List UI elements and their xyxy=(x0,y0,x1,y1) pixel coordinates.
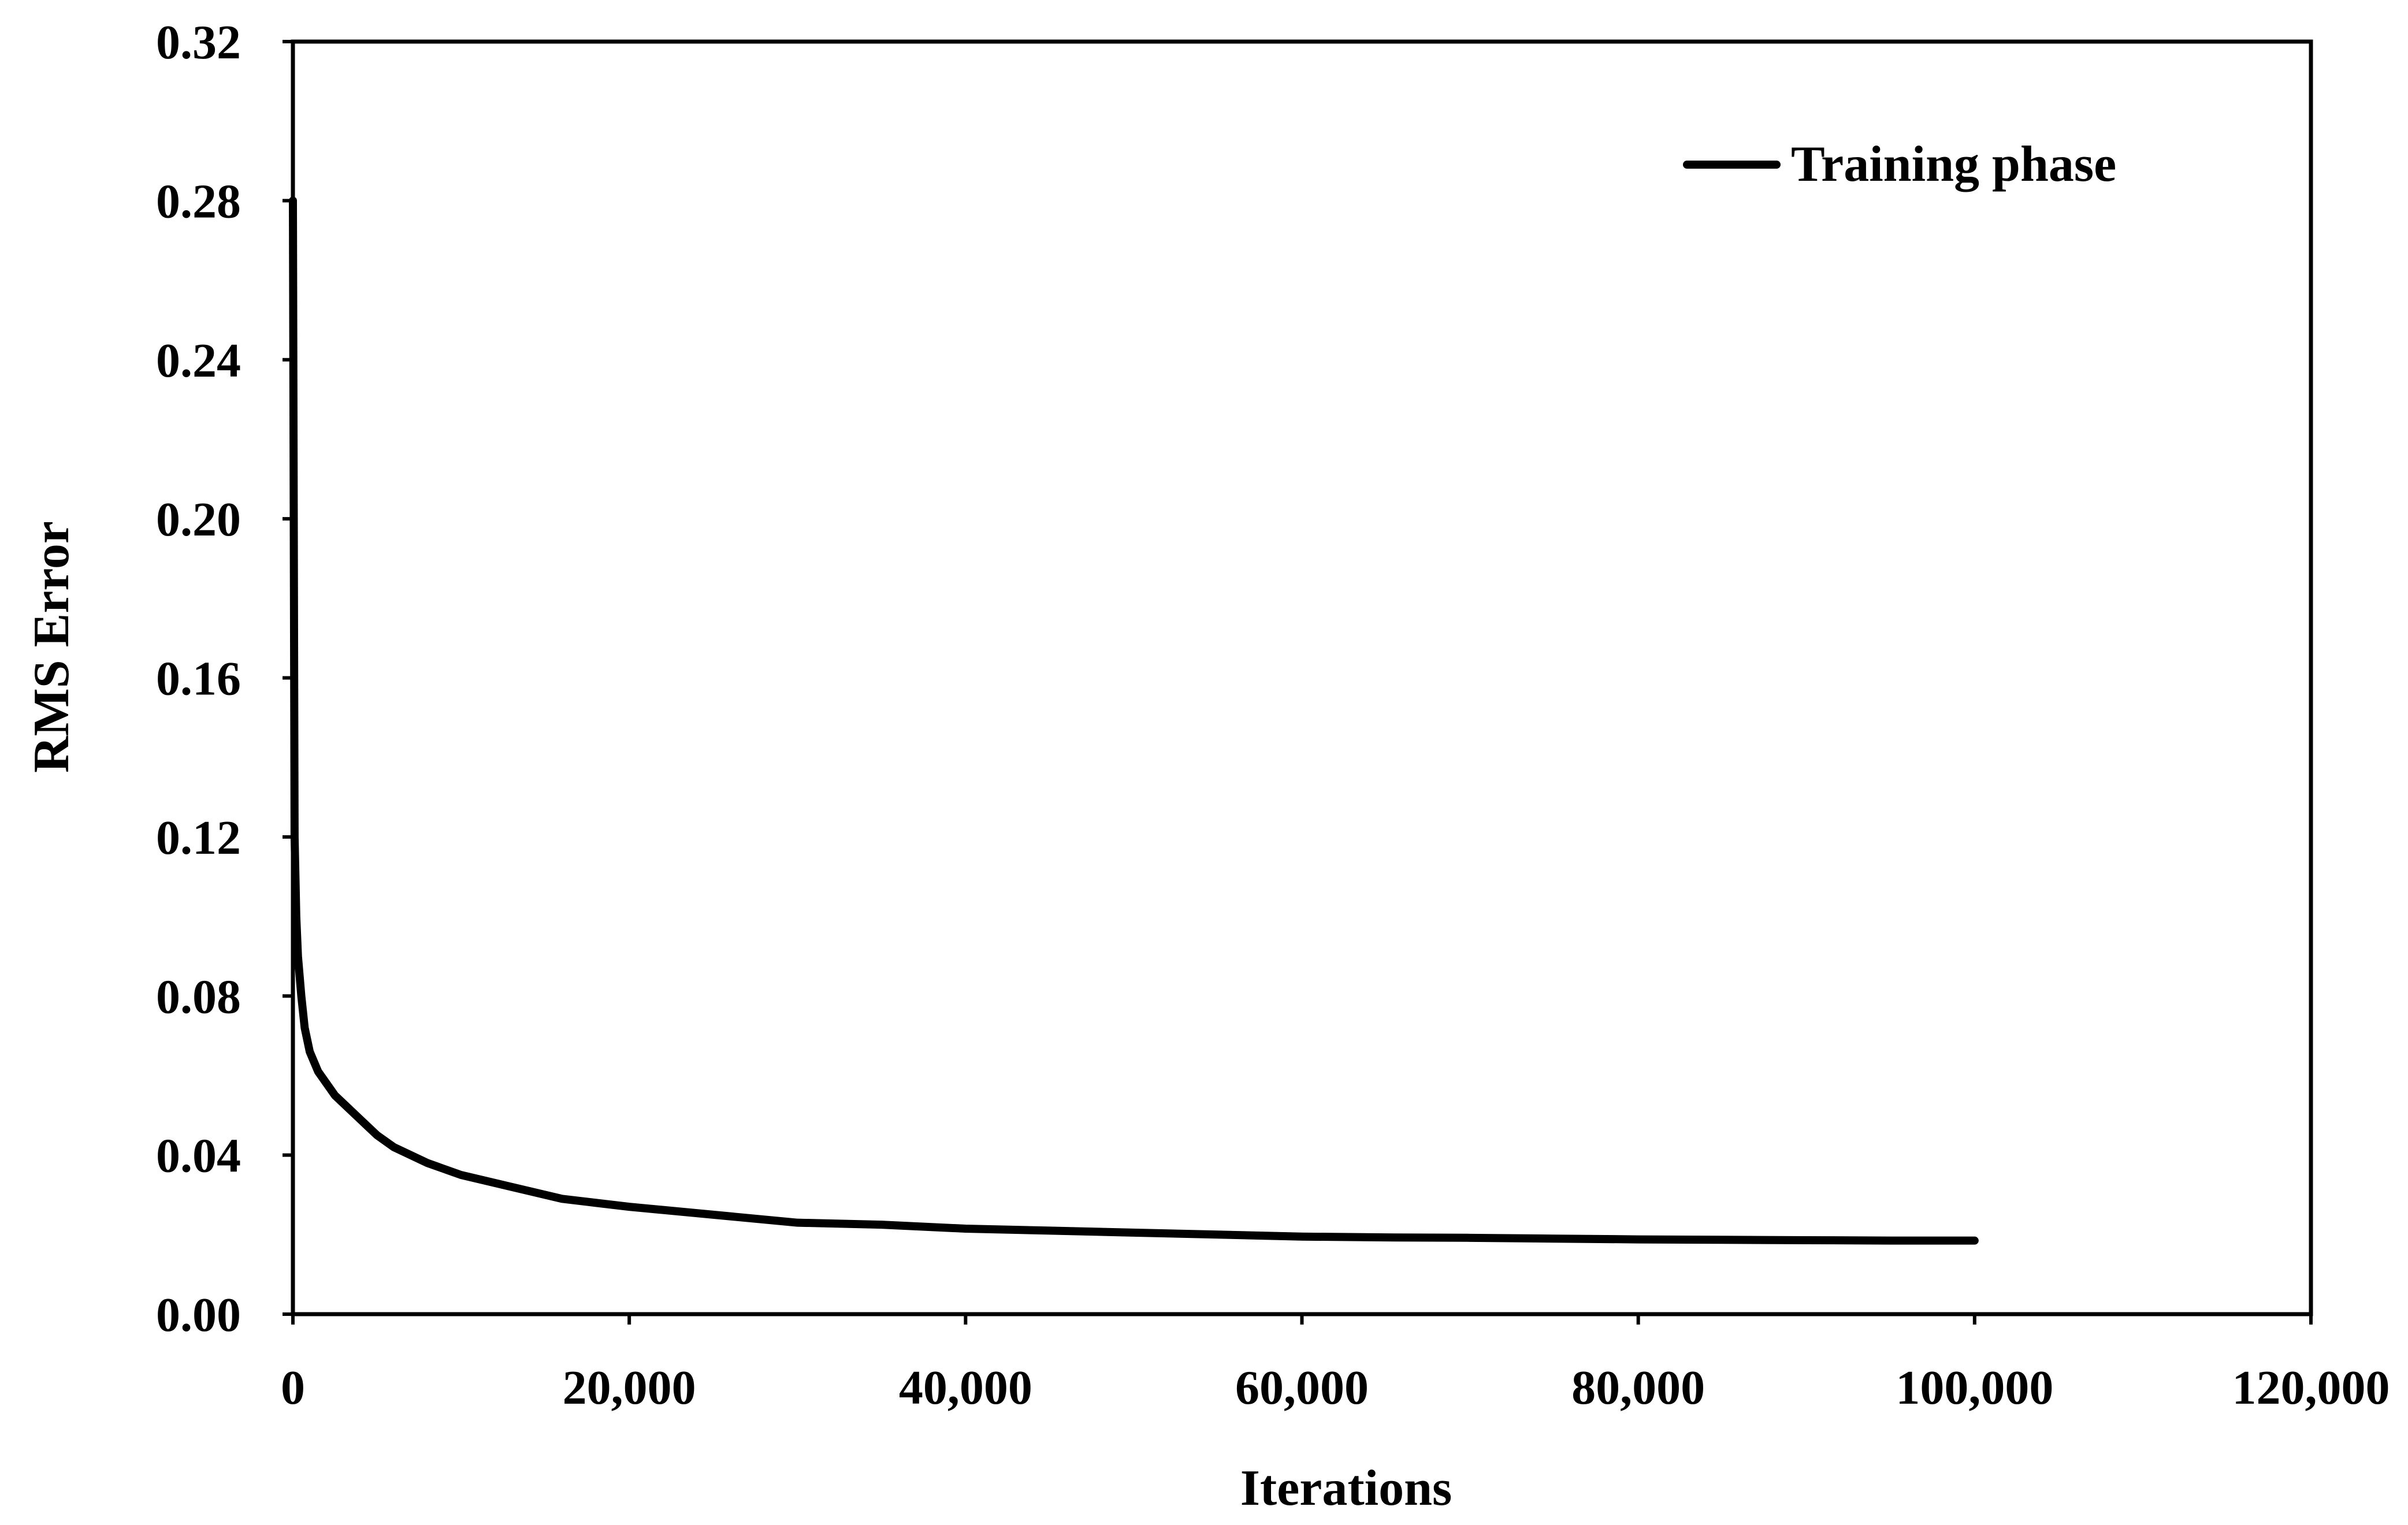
y-tick-label: 0.00 xyxy=(156,1288,241,1342)
y-tick-label: 0.04 xyxy=(156,1129,241,1183)
legend: Training phase xyxy=(1683,136,2116,192)
plot-area-frame xyxy=(291,39,2313,1316)
x-tick-label: 60,000 xyxy=(1235,1361,1369,1415)
y-tick-label: 0.20 xyxy=(156,493,241,546)
y-tick-label: 0.32 xyxy=(156,16,241,69)
x-axis-title: Iterations xyxy=(1240,1460,1452,1516)
y-axis-ticks: 0.00 0.04 0.08 0.12 0.16 0.20 0.24 0.28 0.32 xyxy=(156,16,293,1342)
x-tick-label: 120,000 xyxy=(2232,1361,2390,1415)
legend-label-training-phase: Training phase xyxy=(1791,136,2116,192)
x-tick-label: 100,000 xyxy=(1896,1361,2053,1415)
x-tick-label: 40,000 xyxy=(899,1361,1032,1415)
y-tick-label: 0.24 xyxy=(156,334,241,388)
y-tick-label: 0.08 xyxy=(156,970,241,1024)
x-axis-ticks: 0 20,000 40,000 60,000 80,000 100,000 120,000 xyxy=(281,1314,2390,1415)
x-tick-label: 80,000 xyxy=(1571,1361,1705,1415)
training-phase-series-line xyxy=(289,196,1979,1245)
y-axis-title: RMS Error xyxy=(24,521,80,773)
x-tick-label: 0 xyxy=(281,1361,305,1415)
y-tick-label: 0.28 xyxy=(156,174,241,228)
y-tick-label: 0.12 xyxy=(156,811,241,865)
y-tick-label: 0.16 xyxy=(156,652,241,706)
x-tick-label: 20,000 xyxy=(563,1361,696,1415)
